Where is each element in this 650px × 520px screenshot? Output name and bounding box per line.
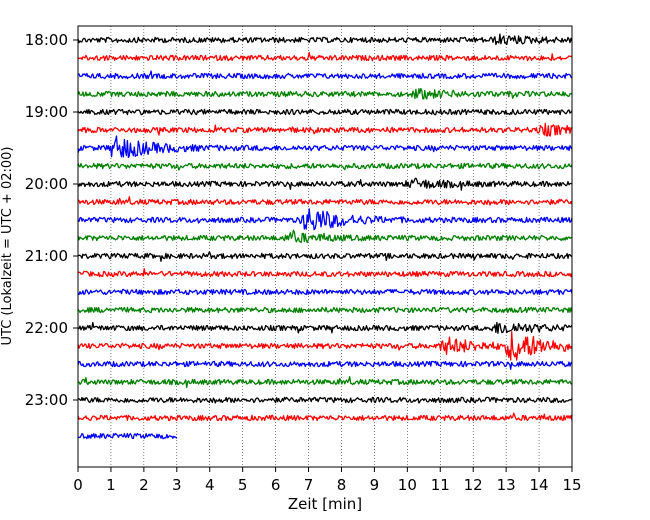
trace-line-18 bbox=[77, 331, 573, 361]
x-tick-label: 4 bbox=[205, 476, 215, 494]
x-tick-label: 15 bbox=[562, 476, 581, 494]
grid-lines bbox=[110, 26, 540, 467]
y-tick-label: 21:00 bbox=[25, 247, 68, 265]
trace-line-6 bbox=[77, 122, 573, 137]
x-tick-label: 10 bbox=[398, 476, 417, 494]
y-axis-label: UTC (Lokalzeit = UTC + 02:00) bbox=[0, 147, 15, 346]
x-axis-label: Zeit [min] bbox=[288, 495, 362, 513]
trace-line-23 bbox=[77, 432, 178, 440]
trace-line-2 bbox=[77, 51, 573, 62]
trace-line-3 bbox=[78, 70, 573, 80]
trace-line-20 bbox=[77, 376, 573, 389]
trace-line-1 bbox=[77, 33, 573, 46]
x-tick-label: 13 bbox=[497, 476, 516, 494]
trace-line-22 bbox=[77, 412, 573, 422]
y-tick-label: 23:00 bbox=[25, 391, 68, 409]
x-tick-label: 3 bbox=[172, 476, 182, 494]
trace-line-12 bbox=[77, 229, 573, 244]
y-tick-label: 20:00 bbox=[25, 175, 68, 193]
x-axis-ticks: 0 1 2 3 4 5 6 7 8 9 10 11 12 13 14 15 bbox=[73, 467, 582, 494]
y-tick-label: 19:00 bbox=[25, 103, 68, 121]
x-tick-label: 7 bbox=[304, 476, 314, 494]
trace-line-11 bbox=[77, 208, 573, 231]
trace-line-5 bbox=[77, 108, 573, 116]
x-tick-label: 12 bbox=[464, 476, 483, 494]
x-tick-label: 1 bbox=[106, 476, 116, 494]
trace-group bbox=[77, 33, 573, 440]
trace-line-8 bbox=[77, 162, 573, 171]
x-tick-label: 9 bbox=[370, 476, 380, 494]
x-tick-label: 0 bbox=[73, 476, 83, 494]
trace-line-10 bbox=[77, 196, 573, 206]
trace-line-15 bbox=[77, 288, 573, 296]
y-axis-ticks: 18:00 19:00 20:00 21:00 22:00 23:00 bbox=[25, 31, 78, 409]
x-tick-label: 5 bbox=[238, 476, 248, 494]
x-tick-label: 11 bbox=[431, 476, 450, 494]
x-tick-label: 6 bbox=[271, 476, 281, 494]
trace-line-14 bbox=[77, 268, 573, 278]
x-tick-label: 2 bbox=[139, 476, 149, 494]
trace-line-7 bbox=[77, 135, 573, 159]
x-tick-label: 14 bbox=[530, 476, 549, 494]
plot-frame bbox=[77, 25, 573, 468]
trace-line-4 bbox=[77, 87, 573, 100]
trace-line-21 bbox=[77, 396, 573, 404]
y-tick-label: 22:00 bbox=[25, 319, 68, 337]
trace-line-13 bbox=[77, 251, 573, 262]
trace-line-9 bbox=[77, 177, 573, 191]
y-tick-label: 18:00 bbox=[25, 31, 68, 49]
trace-line-16 bbox=[77, 306, 573, 314]
trace-line-17 bbox=[77, 321, 573, 334]
x-tick-label: 8 bbox=[337, 476, 347, 494]
trace-line-19 bbox=[77, 360, 573, 370]
